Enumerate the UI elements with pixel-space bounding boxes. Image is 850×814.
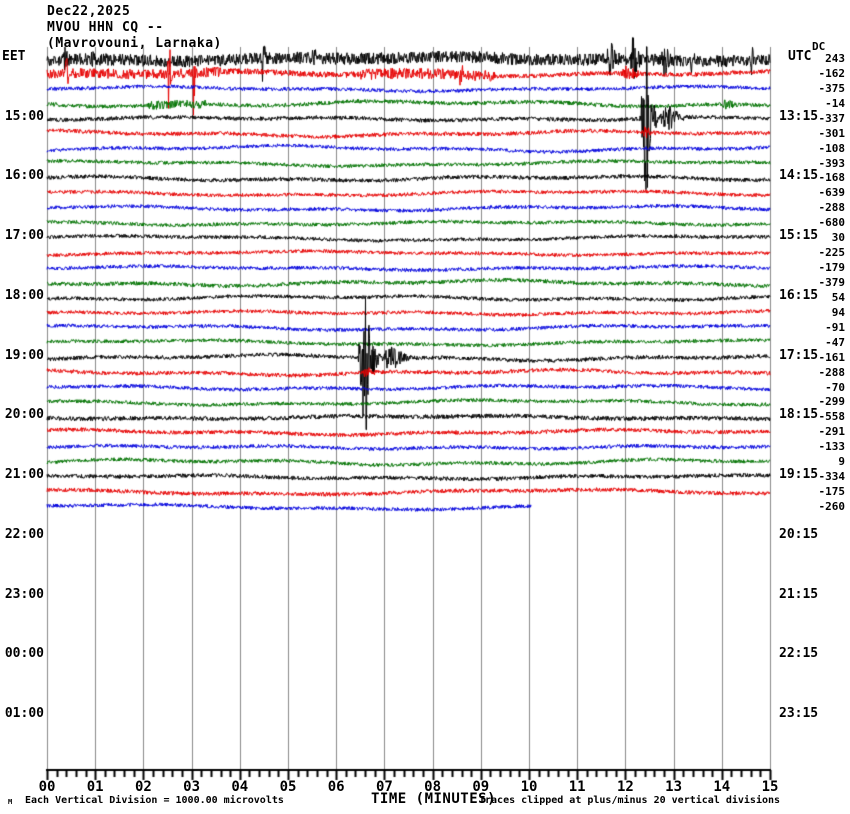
dc-offset-value: 54 <box>831 290 845 304</box>
utc-hour-label: 21:15 <box>779 586 819 602</box>
eet-hour-label: 00:00 <box>4 646 44 662</box>
utc-hour-label: 15:15 <box>779 228 819 244</box>
dc-offset-value: -291 <box>818 425 846 439</box>
x-axis-title: TIME (MINUTES) <box>371 791 497 807</box>
dc-offset-value: -379 <box>818 275 846 289</box>
minute-axis-label: 08 <box>424 779 442 795</box>
header-location: (Mavrovouni, Larnaka) <box>47 36 222 51</box>
minute-axis-label: 00 <box>38 779 56 795</box>
corner-mark: M <box>8 798 13 806</box>
dc-offset-value: -225 <box>818 246 846 260</box>
dc-offset-value: 94 <box>831 305 845 319</box>
utc-hour-label: 23:15 <box>779 706 819 722</box>
minute-axis-label: 10 <box>520 779 538 795</box>
utc-hour-label: 19:15 <box>779 467 819 483</box>
minute-axis-label: 06 <box>327 779 345 795</box>
right-axis-label: UTC <box>788 49 812 64</box>
minute-axis-label: 02 <box>134 779 152 795</box>
footnote-scale: Each Vertical Division = 1000.00 microvo… <box>25 795 284 806</box>
eet-hour-label: 16:00 <box>4 168 44 184</box>
utc-hour-label: 22:15 <box>779 646 819 662</box>
minute-axis-label: 05 <box>279 779 297 795</box>
minute-axis-label: 12 <box>616 779 634 795</box>
eet-hour-label: 15:00 <box>4 108 44 124</box>
utc-hour-label: 18:15 <box>779 407 819 423</box>
dc-offset-value: -288 <box>818 365 846 379</box>
eet-hour-label: 23:00 <box>4 586 44 602</box>
dc-offset-value: 9 <box>838 455 845 469</box>
minute-axis-label: 01 <box>86 779 104 795</box>
minute-axis-label: 14 <box>713 779 731 795</box>
left-axis-label: EET <box>2 49 26 64</box>
dc-offset-value: -161 <box>818 350 846 364</box>
header-station: MVOU HHN CQ -- <box>47 20 164 35</box>
eet-hour-label: 22:00 <box>4 526 44 542</box>
header-date: Dec22,2025 <box>47 4 131 19</box>
utc-hour-label: 16:15 <box>779 287 819 303</box>
dc-column-label: DC <box>812 40 826 53</box>
minute-axis-label: 03 <box>183 779 201 795</box>
dc-offset-value: -337 <box>818 111 846 125</box>
minute-axis-label: 07 <box>375 779 393 795</box>
dc-offset-value: -162 <box>818 66 846 80</box>
eet-hour-label: 21:00 <box>4 467 44 483</box>
dc-offset-value: 243 <box>825 52 845 65</box>
eet-hour-label: 01:00 <box>4 706 44 722</box>
utc-hour-label: 17:15 <box>779 347 819 363</box>
dc-offset-value: -334 <box>818 470 846 484</box>
minute-axis-label: 04 <box>231 779 249 795</box>
utc-hour-label: 20:15 <box>779 526 819 542</box>
eet-hour-label: 18:00 <box>4 287 44 303</box>
utc-hour-label: 13:15 <box>779 108 819 124</box>
dc-offset-value: -393 <box>818 156 846 170</box>
utc-hour-label: 14:15 <box>779 168 819 184</box>
eet-hour-label: 17:00 <box>4 228 44 244</box>
dc-offset-value: -288 <box>818 201 846 215</box>
minute-axis-label: 13 <box>665 779 683 795</box>
minute-axis-label: 11 <box>568 779 586 795</box>
dc-offset-value: -299 <box>818 395 846 409</box>
minute-axis-label: 09 <box>472 779 490 795</box>
dc-offset-value: -47 <box>825 335 845 349</box>
dc-offset-value: -680 <box>818 216 846 230</box>
eet-hour-label: 20:00 <box>4 407 44 423</box>
minute-axis-label: 15 <box>761 779 779 795</box>
dc-offset-value: -179 <box>818 261 846 275</box>
dc-offset-value: -558 <box>818 410 846 424</box>
dc-offset-value: -260 <box>818 499 846 513</box>
dc-offset-value: -133 <box>818 440 846 454</box>
dc-offset-value: -14 <box>825 96 845 110</box>
dc-offset-value: -639 <box>818 186 846 200</box>
footnote-clip: Traces clipped at plus/minus 20 vertical… <box>479 795 781 806</box>
dc-offset-value: -108 <box>818 141 846 155</box>
dc-offset-value: -375 <box>818 81 846 95</box>
dc-offset-value: -91 <box>825 320 845 334</box>
dc-offset-value: -175 <box>818 485 846 499</box>
dc-offset-value: 30 <box>831 231 845 245</box>
dc-offset-value: -301 <box>818 126 846 140</box>
dc-offset-value: -168 <box>818 171 846 185</box>
eet-hour-label: 19:00 <box>4 347 44 363</box>
dc-offset-value: -70 <box>825 380 845 394</box>
